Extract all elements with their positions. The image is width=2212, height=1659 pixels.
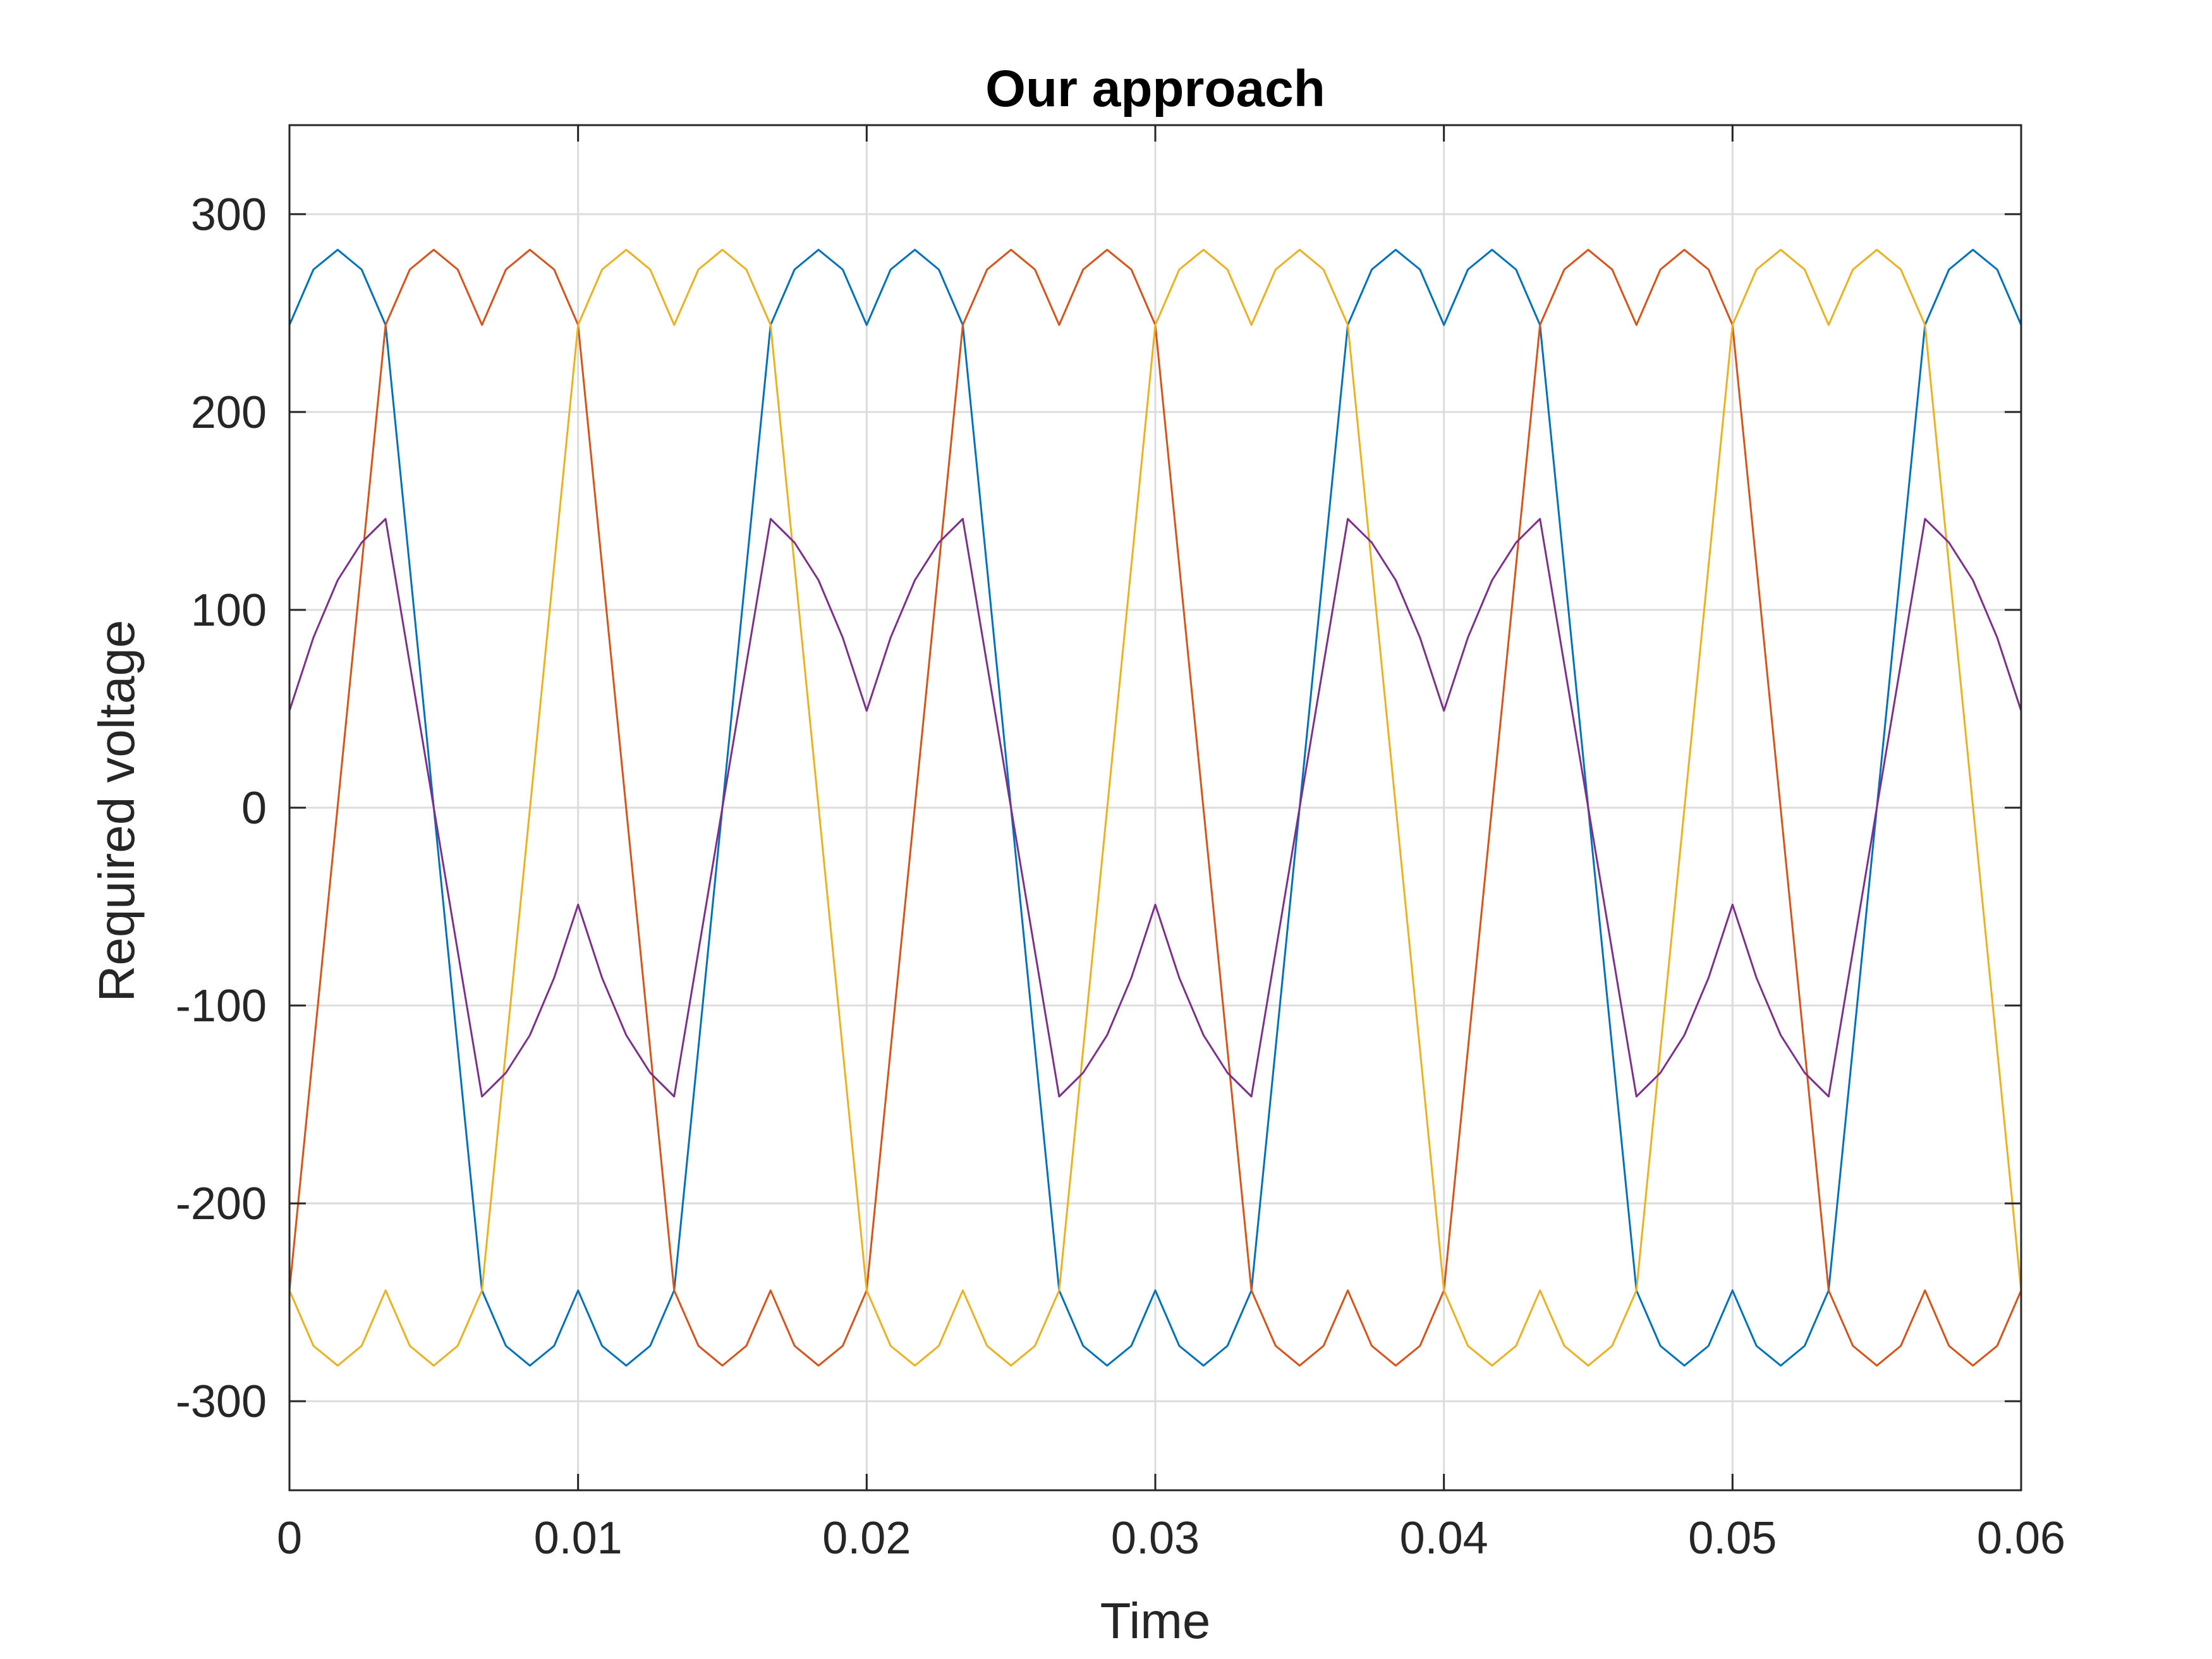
x-tick-label: 0.02 [822,1513,911,1564]
grid [288,125,2022,1490]
x-tick-label: 0.04 [1400,1513,1488,1564]
series-group [288,248,2022,1367]
y-axis-label: Required voltage [88,620,145,1002]
x-axis-label: Time [1100,1593,1211,1649]
y-tick-labels: -300 -200 -100 0 100 200 300 [176,190,267,1427]
series-line-1 [288,248,2022,1367]
series-line-4 [288,518,2022,1098]
y-tick-label: -100 [176,981,267,1031]
x-tick-label: 0.05 [1688,1513,1777,1564]
series-line-3 [288,248,2022,1367]
x-tick-label: 0.06 [1977,1513,2065,1564]
y-tick-label: 100 [191,585,267,636]
y-tick-label: 0 [241,783,267,834]
y-tick-label: -200 [176,1179,267,1229]
y-tick-label: 200 [191,387,267,438]
x-tick-label: 0.03 [1111,1513,1200,1564]
chart-title: Our approach [985,60,1325,118]
x-tick-labels: 0 0.01 0.02 0.03 0.04 0.05 0.06 [277,1513,2065,1564]
y-tick-label: -300 [176,1376,267,1427]
x-tick-label: 0 [277,1513,302,1564]
tick-marks [288,125,2022,1490]
y-tick-label: 300 [191,190,267,240]
x-tick-label: 0.01 [534,1513,623,1564]
